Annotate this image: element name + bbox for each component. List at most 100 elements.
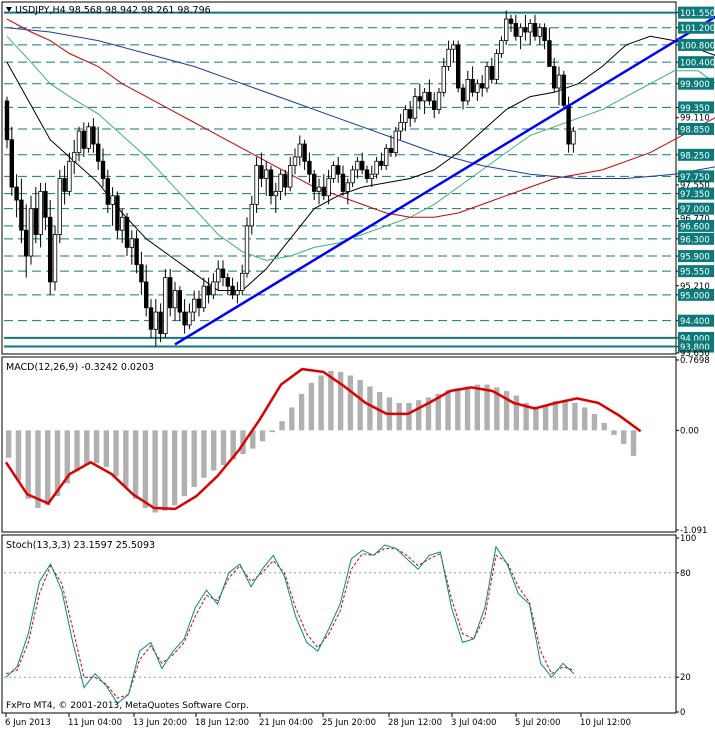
candle-body — [403, 109, 408, 123]
candle-body — [552, 66, 557, 89]
time-axis: 6 Jun 2013 11 Jun 04:00 13 Jun 20:00 18 Jun… — [5, 713, 631, 728]
macd-bar — [425, 397, 432, 431]
candle-body — [489, 66, 494, 80]
macd-bar — [455, 388, 461, 431]
macd-bar — [74, 430, 80, 472]
macd-bar — [328, 370, 334, 431]
dropdown-arrow-icon[interactable] — [6, 7, 12, 12]
candle-body — [355, 160, 360, 171]
price-label-box — [678, 21, 714, 34]
stochastic-lines — [5, 544, 575, 705]
candle-body — [81, 130, 86, 149]
candle-body — [503, 18, 509, 42]
candle-body — [4, 100, 10, 141]
candle-body — [115, 195, 120, 231]
stochastic-pane: 100 80 20 0 Stoch(13,3,3) 23.1597 25.5093 F… — [1, 534, 696, 718]
candle-body — [292, 156, 298, 166]
candle-body — [62, 178, 67, 192]
candle-body — [57, 178, 62, 235]
price-tick-label: 99.110 — [680, 114, 710, 124]
macd-bar — [396, 402, 402, 431]
macd-bar — [621, 430, 627, 445]
candle-body — [331, 165, 336, 179]
price-label-box — [678, 250, 714, 263]
time-tick-label: 6 Jun 2013 — [5, 718, 51, 728]
price-tick-label: 96.300 — [680, 235, 710, 245]
candle-body — [67, 160, 72, 192]
candle-body — [86, 126, 91, 149]
candle-body — [273, 191, 278, 197]
candle-body — [52, 234, 58, 283]
price-tick-label: 100.400 — [680, 59, 715, 69]
price-tick-label: 93.650 — [680, 349, 710, 359]
macd-tick-label: 0.00 — [680, 426, 699, 436]
macd-bar — [201, 430, 207, 478]
candle-body — [206, 285, 211, 296]
macd-bar — [191, 430, 197, 487]
candle-body — [307, 160, 312, 175]
macd-bar — [162, 430, 168, 511]
macd-axis: 0.7698 0.00 -1.091 — [676, 356, 710, 536]
candle-body — [158, 311, 163, 335]
candle-body — [148, 307, 154, 330]
time-tick-label: 3 Jul 04:00 — [451, 718, 497, 728]
candle-body — [19, 199, 24, 231]
candle-body — [239, 272, 245, 291]
time-tick-label: 21 Jun 04:00 — [259, 718, 313, 728]
macd-bar — [181, 430, 188, 497]
macd-signal-line — [4, 367, 642, 511]
macd-bar — [259, 430, 266, 442]
candle-body — [542, 27, 547, 42]
candle-body — [345, 182, 350, 192]
price-tick-label: 97.750 — [680, 173, 710, 183]
price-axis: 101.550 101.200 100.800 100.400 99.900 99.350… — [676, 6, 715, 359]
macd-bar — [6, 430, 12, 458]
stoch-tick-label: 80 — [680, 569, 691, 579]
candle-body — [268, 169, 274, 197]
candle-body — [28, 208, 34, 257]
price-tick-label: 98.250 — [680, 151, 710, 161]
time-tick-label: 25 Jun 20:00 — [322, 718, 376, 728]
macd-bar — [250, 430, 256, 449]
copyright-text: FxPro MT4, © 2001-2013, MetaQuotes Softw… — [6, 701, 249, 711]
macd-bar — [494, 387, 500, 431]
price-pane-title: USDJPY,H4 98.568 98.942 98.261 98.796 — [15, 5, 211, 16]
candle-body — [427, 91, 432, 102]
candle-body — [528, 22, 533, 33]
macd-bar — [171, 430, 178, 506]
macd-bar — [54, 430, 61, 497]
macd-bar — [308, 382, 315, 431]
candle-body — [508, 18, 514, 24]
macd-bar — [93, 430, 100, 464]
price-tick-label: 95.550 — [680, 268, 710, 278]
macd-bar — [84, 430, 90, 466]
candle-body — [38, 191, 43, 235]
candle-body — [14, 186, 19, 201]
price-label-box — [678, 219, 714, 232]
candle-body — [201, 285, 206, 309]
stochastic-levels — [4, 572, 676, 678]
candle-body — [383, 147, 389, 166]
candle-body — [513, 22, 518, 37]
ma-line — [6, 35, 715, 261]
price-pane: 101.550 101.200 100.800 100.400 99.900 99.350… — [1, 1, 715, 359]
time-tick-label: 28 Jun 12:00 — [388, 718, 442, 728]
stoch-tick-label: 0 — [680, 708, 685, 718]
candle-body — [9, 139, 14, 188]
price-label-box — [678, 265, 714, 278]
price-label-box — [678, 148, 714, 161]
candle-body — [120, 216, 125, 231]
stoch-tick-label: 100 — [680, 534, 696, 544]
candle-body — [566, 104, 571, 145]
candle-body — [182, 311, 187, 326]
candle-body — [364, 169, 370, 179]
price-label-box — [678, 314, 714, 327]
candle-body — [446, 48, 451, 67]
candle-body — [532, 22, 538, 37]
macd-histogram — [6, 370, 637, 513]
candle-body — [422, 91, 427, 102]
candle-body — [460, 87, 466, 102]
stochastic-axis: 100 80 20 0 — [676, 534, 696, 718]
candle-body — [105, 178, 110, 205]
